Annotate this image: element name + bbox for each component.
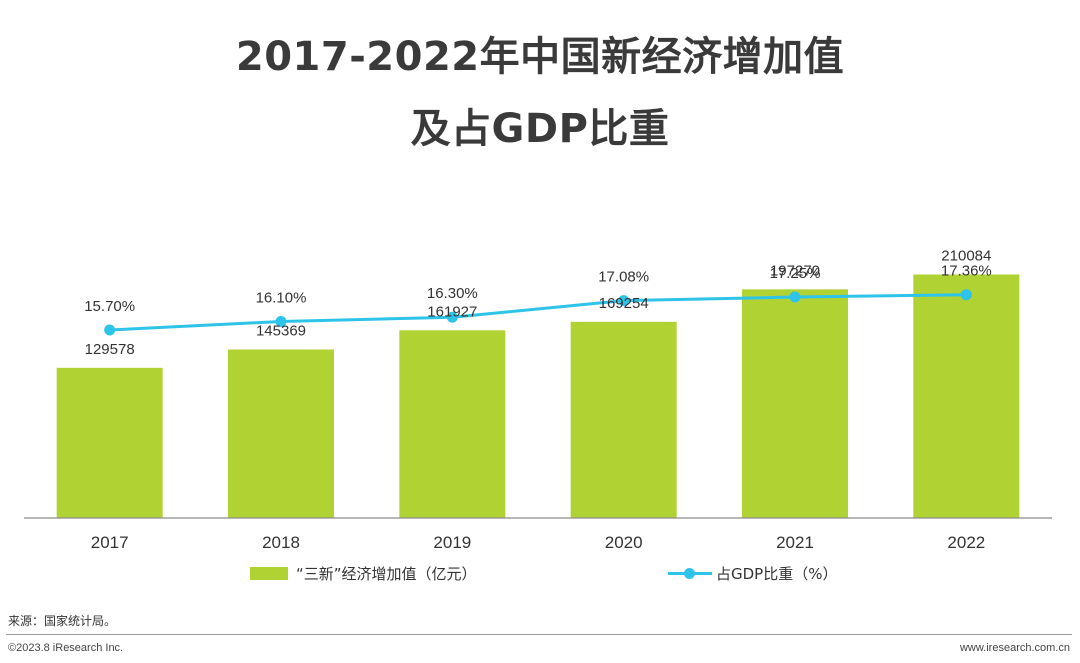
line-point-2019 [446,311,458,323]
legend-bar-swatch [250,566,288,580]
bar-2017 [56,367,163,518]
legend-line-swatch [668,566,712,580]
line-value-label-2022: 17.36% [941,263,992,280]
x-tick-2018: 2018 [262,533,300,552]
bar-2022 [913,274,1020,518]
bar-2018 [228,349,334,518]
legend-item-line: 占GDP比重（%） [668,562,837,584]
x-tick-2017: 2017 [91,533,129,552]
legend-bar-label: “三新”经济增加值（亿元） [296,564,477,583]
bar-value-label-2018: 145369 [256,323,306,340]
bar-value-label-2020: 169254 [599,295,649,312]
bar-2020 [570,321,677,518]
line-value-label-2018: 16.10% [256,289,307,306]
line-point-2020 [618,295,630,307]
line-value-label-2021: 17.25% [770,265,821,282]
copyright-text: ©2023.8 iResearch Inc. [8,642,124,654]
chart-title-line2: 及占GDP比重 [410,106,670,152]
bar-value-label-2022: 210084 [941,248,991,265]
x-tick-2022: 2022 [947,533,985,552]
website-url: www.iresearch.com.cn [959,642,1070,654]
bar-2021 [742,289,848,518]
line-point-2018 [275,315,287,327]
line-point-2017 [104,324,116,336]
footer-divider [6,634,1072,635]
chart-title-line1: 2017-2022年中国新经济增加值 [235,34,845,80]
line-value-label-2017: 15.70% [84,298,135,315]
source-note: 来源：国家统计局。 [8,614,117,628]
bar-2019 [399,330,506,518]
line-value-label-2019: 16.30% [427,285,478,302]
chart-plot: 129578 2017 145369 2018 161927 2019 169254 2020… [24,248,1052,552]
legend-line-label: 占GDP比重（%） [716,564,838,583]
line-point-2022 [960,289,972,301]
bar-value-label-2017: 129578 [85,341,135,358]
bar-value-label-2021: 197270 [770,262,820,279]
bar-value-label-2019: 161927 [427,303,477,320]
legend-item-bar: “三新”经济增加值（亿元） [250,562,477,584]
x-tick-2020: 2020 [605,533,643,552]
x-tick-2019: 2019 [433,533,471,552]
line-point-2021 [789,291,801,303]
x-tick-2021: 2021 [776,533,814,552]
gdp-share-line [109,293,967,332]
line-value-label-2020: 17.08% [598,269,649,286]
